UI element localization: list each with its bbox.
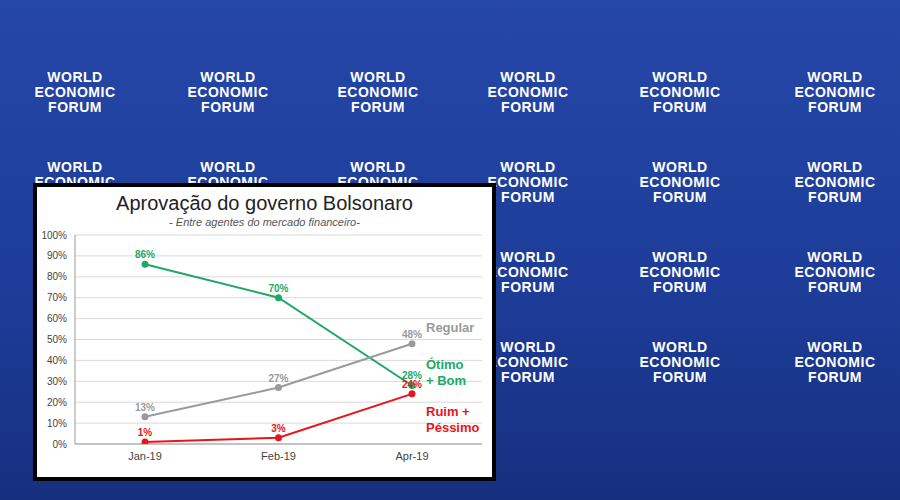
svg-text:Ruim +: Ruim + [426, 404, 470, 419]
svg-text:Feb-19: Feb-19 [261, 450, 296, 462]
svg-text:Ótimo: Ótimo [426, 357, 464, 372]
svg-text:40%: 40% [47, 355, 67, 366]
svg-text:70%: 70% [47, 292, 67, 303]
svg-text:Péssimo: Péssimo [426, 420, 480, 435]
svg-text:50%: 50% [47, 334, 67, 345]
svg-text:90%: 90% [47, 250, 67, 261]
svg-text:10%: 10% [47, 418, 67, 429]
svg-text:Apr-19: Apr-19 [395, 450, 428, 462]
svg-text:+ Bom: + Bom [426, 373, 466, 388]
svg-text:60%: 60% [47, 313, 67, 324]
svg-text:3%: 3% [271, 423, 286, 434]
svg-text:48%: 48% [402, 329, 422, 340]
svg-text:1%: 1% [138, 427, 153, 438]
svg-text:27%: 27% [268, 373, 288, 384]
svg-text:80%: 80% [47, 271, 67, 282]
svg-text:13%: 13% [135, 402, 155, 413]
svg-text:30%: 30% [47, 376, 67, 387]
svg-text:20%: 20% [47, 397, 67, 408]
svg-text:0%: 0% [53, 439, 68, 450]
svg-text:100%: 100% [41, 230, 67, 241]
svg-text:24%: 24% [402, 379, 422, 390]
svg-text:86%: 86% [135, 249, 155, 260]
svg-text:Regular: Regular [426, 320, 474, 335]
svg-text:Jan-19: Jan-19 [128, 450, 162, 462]
svg-text:70%: 70% [268, 283, 288, 294]
